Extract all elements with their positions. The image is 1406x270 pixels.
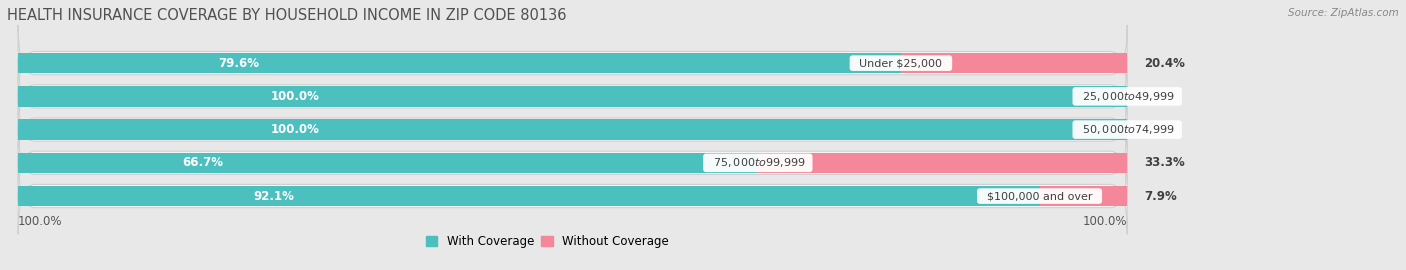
- FancyBboxPatch shape: [18, 125, 1128, 201]
- Text: $50,000 to $74,999: $50,000 to $74,999: [1076, 123, 1180, 136]
- FancyBboxPatch shape: [18, 25, 1128, 101]
- Text: 7.9%: 7.9%: [1144, 190, 1177, 202]
- Bar: [758, 153, 1128, 173]
- FancyBboxPatch shape: [18, 158, 1128, 234]
- Text: 100.0%: 100.0%: [18, 215, 63, 228]
- Text: HEALTH INSURANCE COVERAGE BY HOUSEHOLD INCOME IN ZIP CODE 80136: HEALTH INSURANCE COVERAGE BY HOUSEHOLD I…: [7, 8, 567, 23]
- Bar: [18, 53, 901, 73]
- Legend: With Coverage, Without Coverage: With Coverage, Without Coverage: [426, 235, 669, 248]
- Text: $25,000 to $49,999: $25,000 to $49,999: [1076, 90, 1180, 103]
- Text: 0.0%: 0.0%: [1144, 123, 1174, 136]
- Bar: [18, 86, 1128, 107]
- Bar: [1039, 186, 1128, 206]
- FancyBboxPatch shape: [18, 91, 1128, 168]
- Text: 100.0%: 100.0%: [271, 123, 319, 136]
- Text: $75,000 to $99,999: $75,000 to $99,999: [706, 156, 810, 169]
- Bar: [18, 186, 1039, 206]
- Bar: [18, 153, 758, 173]
- Text: Source: ZipAtlas.com: Source: ZipAtlas.com: [1288, 8, 1399, 18]
- Text: 20.4%: 20.4%: [1144, 57, 1185, 70]
- Text: 33.3%: 33.3%: [1144, 156, 1184, 169]
- FancyBboxPatch shape: [18, 58, 1128, 134]
- Bar: [901, 53, 1128, 73]
- Text: 0.0%: 0.0%: [1144, 90, 1174, 103]
- Text: 92.1%: 92.1%: [253, 190, 294, 202]
- Bar: [18, 119, 1128, 140]
- Text: 79.6%: 79.6%: [218, 57, 259, 70]
- Text: 100.0%: 100.0%: [271, 90, 319, 103]
- Text: Under $25,000: Under $25,000: [852, 58, 949, 68]
- Text: 66.7%: 66.7%: [183, 156, 224, 169]
- Text: $100,000 and over: $100,000 and over: [980, 191, 1099, 201]
- Text: 100.0%: 100.0%: [1083, 215, 1128, 228]
